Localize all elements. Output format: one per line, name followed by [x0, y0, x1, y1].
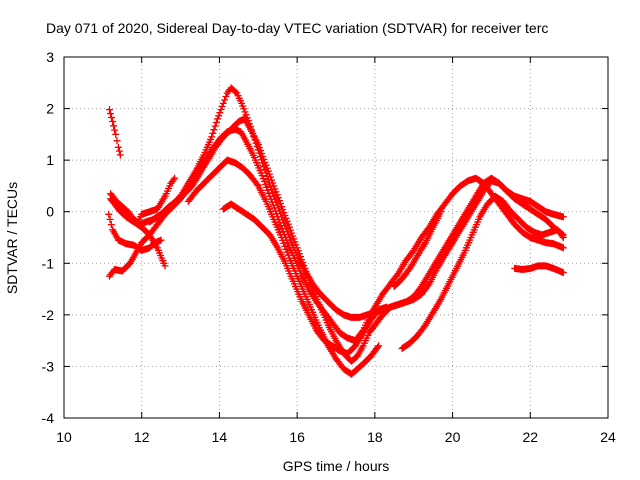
series-track-11 [390, 208, 445, 290]
data-point-markers [511, 262, 567, 277]
data-marks [105, 84, 567, 378]
series-track-8 [184, 156, 383, 378]
x-tick-label: 12 [134, 429, 150, 445]
y-tick-label: 0 [46, 204, 54, 220]
series-track-6 [107, 195, 169, 270]
y-tick-label: 1 [46, 152, 54, 168]
y-tick-label: -4 [42, 410, 55, 426]
y-tick-label: -3 [42, 358, 55, 374]
data-point-markers [219, 200, 390, 357]
y-axis-label: SDTVAR / TECUs [4, 182, 20, 294]
x-tick-label: 20 [445, 429, 461, 445]
y-tick-label: -2 [42, 307, 55, 323]
x-tick-label: 14 [212, 429, 228, 445]
series-track-9 [219, 200, 390, 357]
x-tick-label: 24 [600, 429, 616, 445]
series-track-7 [134, 174, 179, 226]
y-tick-label: -1 [42, 255, 55, 271]
data-point-markers [107, 115, 567, 365]
data-point-markers [390, 208, 445, 290]
x-tick-label: 16 [289, 429, 305, 445]
series-track-10 [398, 192, 567, 352]
data-point-markers [184, 156, 383, 378]
x-tick-label: 22 [522, 429, 538, 445]
data-point-markers [106, 106, 124, 159]
y-tick-label: 3 [46, 49, 54, 65]
x-tick-label: 10 [56, 429, 72, 445]
data-point-markers [398, 192, 567, 352]
data-point-markers [107, 195, 169, 270]
plot-frame [63, 56, 609, 419]
series-track-1 [106, 106, 124, 159]
y-tick-label: 2 [46, 101, 54, 117]
data-point-markers [134, 174, 179, 226]
series-track-5 [107, 115, 567, 365]
x-tick-label: 18 [367, 429, 383, 445]
chart-title: Day 071 of 2020, Sidereal Day-to-day VTE… [46, 20, 548, 36]
series-track-12 [511, 262, 567, 277]
x-axis-label: GPS time / hours [283, 458, 390, 474]
